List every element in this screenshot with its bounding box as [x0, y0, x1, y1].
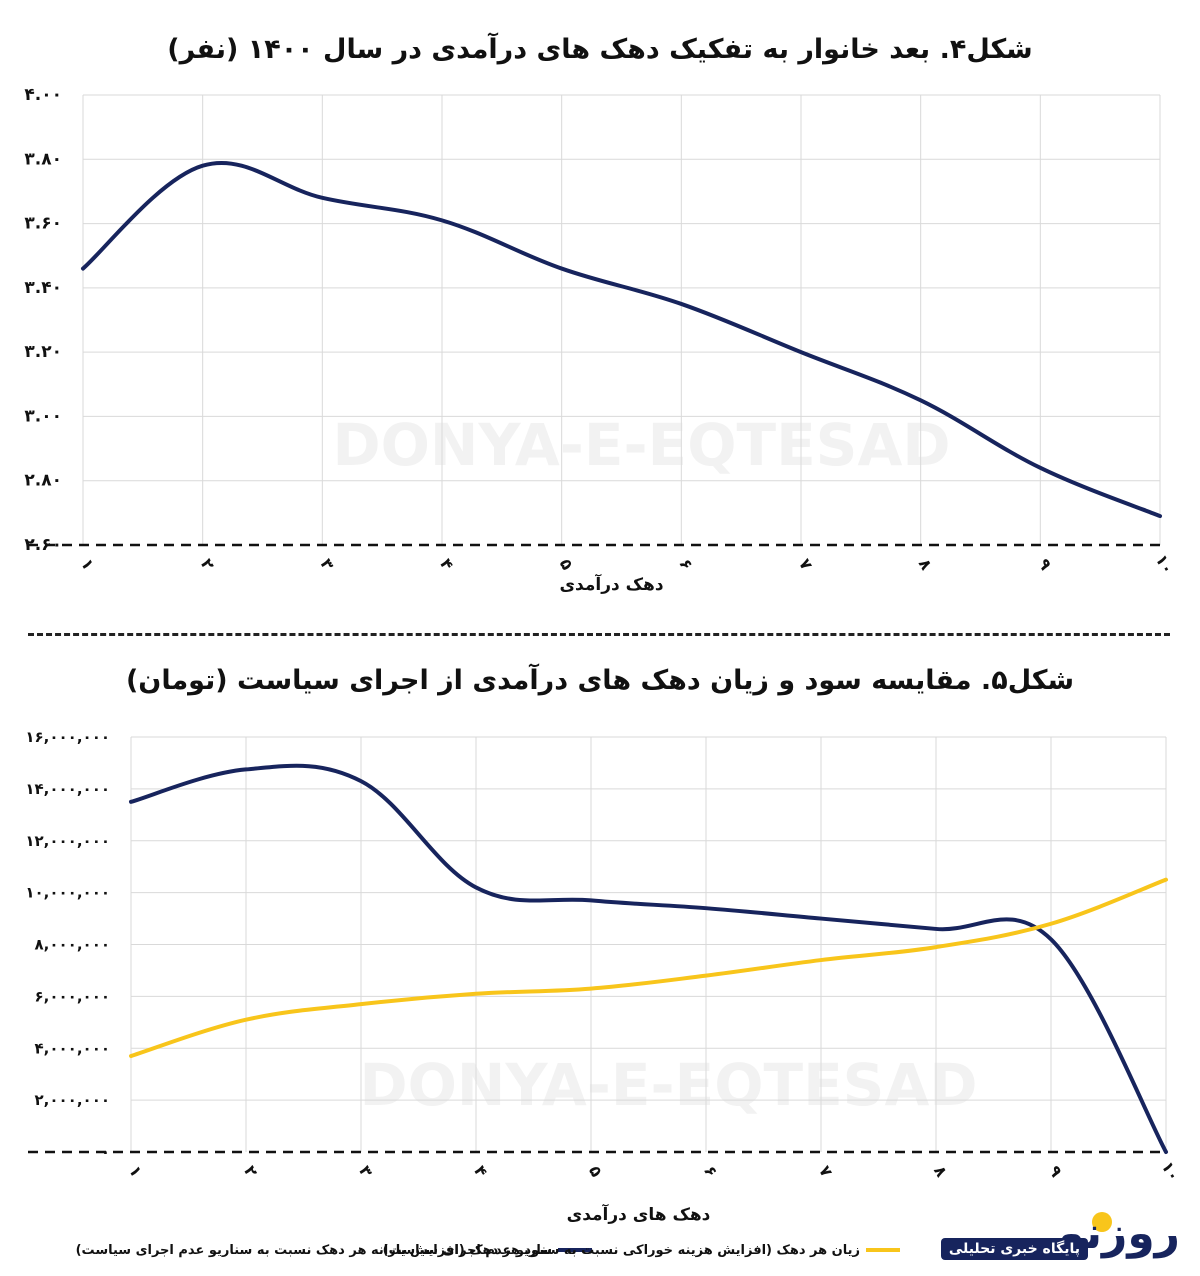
chart5-xtick-label: ۳	[355, 1162, 376, 1180]
chart5-xtick-label: ۷	[815, 1162, 836, 1180]
section-separator	[28, 633, 1170, 636]
chart4-plot: DONYA-E-EQTESAD ۲.۶۰ ۲.۸۰ ۳.۰۰ ۳.۲۰ ۳.۴۰ ۳.۶۰ ۳…	[24, 85, 1177, 595]
chart4-xtick-label: ۶	[675, 555, 696, 573]
chart5-ytick-label: ۱۰,۰۰۰,۰۰۰	[25, 884, 110, 902]
chart5-watermark: DONYA-E-EQTESAD	[359, 1051, 977, 1119]
chart5-xaxis-label: دهک های درآمدی	[567, 1203, 711, 1225]
chart5-xtick-label: ۲	[240, 1162, 261, 1180]
chart4-xtick-label: ۲	[197, 555, 218, 573]
chart5-ytick-label: ۸,۰۰۰,۰۰۰	[35, 936, 110, 954]
chart5-title: شکل۵. مقایسه سود و زیان دهک های درآمدی ا…	[125, 665, 1075, 696]
chart5-plot: DONYA-E-EQTESAD۰۲,۰۰۰,۰۰۰۴,۰۰۰,۰۰۰۶,۰۰۰,…	[25, 728, 1184, 1225]
chart5-ytick-label: ۱۴,۰۰۰,۰۰۰	[25, 780, 110, 798]
logo-tagline: پایگاه خبری تحلیلی	[940, 1238, 1088, 1260]
chart4-xtick-label: ۸	[915, 555, 936, 573]
chart5-xtick-label: ۸	[930, 1162, 951, 1180]
chart5-xtick-label: ۶	[700, 1162, 721, 1180]
chart5-series-line-1	[129, 877, 1168, 1059]
chart5-ytick-label: ۴,۰۰۰,۰۰۰	[35, 1039, 110, 1057]
chart5-ytick-label: ۶,۰۰۰,۰۰۰	[35, 987, 110, 1005]
legend-swatch-loss	[866, 1248, 900, 1252]
chart5-xtick-label: ۵	[585, 1162, 606, 1180]
chart5-ytick-label: ۱۲,۰۰۰,۰۰۰	[25, 832, 110, 850]
chart4-ytick-label: ۳.۴۰	[24, 278, 62, 298]
chart4-title: شکل۴. بعد خانوار به تفکیک دهک های درآمدی…	[167, 34, 1033, 65]
chart4-ytick-label: ۳.۰۰	[24, 406, 62, 426]
chart4-xtick-label: ۱۰	[1152, 551, 1178, 577]
legend-item-loss: زیان هر دهک (افزایش هزینه خوراکی نسبت به…	[383, 1238, 900, 1262]
chart5-xtick-label: ۹	[1045, 1162, 1066, 1180]
chart4-ytick-label: ۲.۸۰	[24, 471, 62, 491]
legend-label-loss: زیان هر دهک (افزایش هزینه خوراکی نسبت به…	[382, 1242, 860, 1258]
chart5-ytick-label: ۲,۰۰۰,۰۰۰	[35, 1091, 110, 1109]
legend-item-profit: سود هر دهک (افزایش یارانه هر دهک نسبت به…	[76, 1238, 592, 1262]
chart4-xtick-label: ۱	[77, 555, 98, 573]
chart4-ytick-label: ۳.۶۰	[24, 214, 62, 234]
chart4-ytick-label: ۲.۶۰	[24, 535, 62, 555]
chart5-xtick-label: ۱۰	[1158, 1158, 1184, 1184]
chart5-ytick-label: ۱۶,۰۰۰,۰۰۰	[25, 728, 110, 746]
chart5-xtick-label: ۴	[470, 1162, 491, 1180]
chart4-xtick-label: ۵	[556, 555, 577, 573]
logo-dot-icon	[1092, 1212, 1112, 1232]
chart4-xaxis-label: دهک درآمدی	[559, 573, 663, 595]
chart4-xtick-label: ۹	[1034, 555, 1055, 573]
legend-label-profit: سود هر دهک (افزایش یارانه هر دهک نسبت به…	[75, 1242, 552, 1258]
chart5-xtick-label: ۱	[125, 1162, 146, 1180]
legend-swatch-profit	[558, 1248, 592, 1252]
chart4-xtick-label: ۳	[316, 555, 337, 573]
chart4-ytick-label: ۳.۲۰	[24, 342, 62, 362]
chart4-series-line-0	[81, 160, 1162, 519]
chart4-xtick-label: ۴	[436, 555, 457, 573]
chart5-series-line-0	[129, 763, 1168, 1154]
chart4-watermark: DONYA-E-EQTESAD	[332, 411, 950, 479]
chart4-xtick-label: ۷	[795, 555, 816, 573]
publisher-logo: روزنو پایگاه خبری تحلیلی	[886, 1208, 1186, 1272]
chart4-ytick-label: ۳.۸۰	[24, 149, 62, 169]
chart4-ytick-label: ۴.۰۰	[24, 85, 62, 105]
